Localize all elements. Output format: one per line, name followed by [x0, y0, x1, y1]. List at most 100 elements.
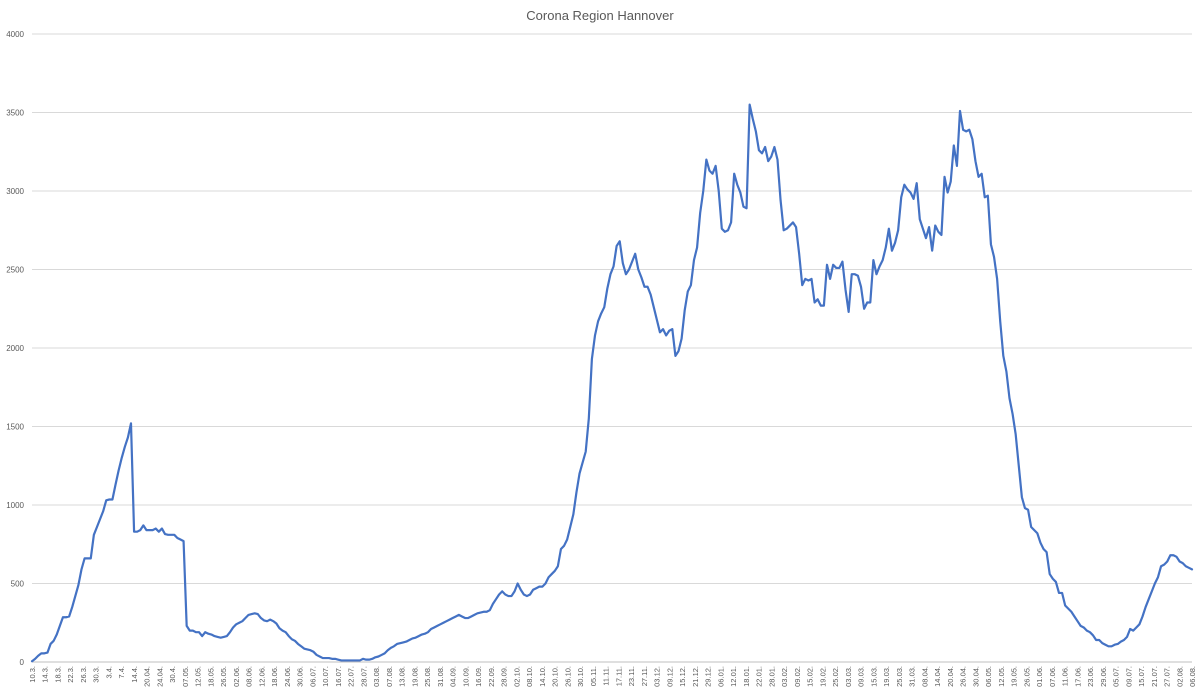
- x-tick-label: 26.3.: [79, 666, 88, 683]
- x-tick-label: 06.07.: [308, 666, 317, 687]
- x-tick-label: 18.05.: [206, 666, 215, 687]
- x-tick-label: 29.12.: [704, 666, 713, 687]
- y-tick-label: 2000: [6, 344, 24, 353]
- y-tick-label: 2500: [6, 266, 24, 275]
- chart-title: Corona Region Hannover: [526, 8, 674, 23]
- x-tick-label: 15.03.: [869, 666, 878, 687]
- x-tick-label: 06.01.: [716, 666, 725, 687]
- x-tick-label: 11.06.: [1061, 666, 1070, 686]
- y-tick-label: 500: [11, 580, 25, 589]
- x-tick-label: 23.06.: [1086, 666, 1095, 687]
- gridlines: [32, 33, 1192, 663]
- x-tick-label: 16.09.: [474, 666, 483, 687]
- x-tick-label: 03.08.: [372, 666, 381, 687]
- x-tick-label: 19.05.: [1010, 666, 1019, 687]
- x-tick-label: 30.3.: [92, 666, 101, 683]
- x-tick-label: 12.05.: [997, 666, 1006, 687]
- x-tick-label: 07.06.: [1048, 666, 1057, 687]
- x-tick-label: 07.05.: [181, 666, 190, 687]
- x-tick-label: 25.02.: [831, 666, 840, 687]
- x-tick-label: 25.08.: [423, 666, 432, 687]
- x-tick-label: 16.07.: [334, 666, 343, 687]
- x-tick-label: 05.07.: [1112, 666, 1121, 687]
- x-tick-label: 06.05.: [984, 666, 993, 687]
- x-tick-label: 20.04.: [143, 666, 152, 687]
- x-tick-label: 28.01.: [767, 666, 776, 687]
- y-tick-label: 3000: [6, 187, 24, 196]
- x-tick-label: 27.11.: [640, 666, 649, 686]
- x-tick-label: 07.08.: [385, 666, 394, 687]
- x-tick-label: 3.4.: [104, 666, 113, 679]
- x-tick-label: 10.07.: [321, 666, 330, 687]
- y-tick-label: 1500: [6, 423, 24, 432]
- x-tick-label: 08.06.: [245, 666, 254, 687]
- x-tick-label: 18.06.: [270, 666, 279, 687]
- x-tick-label: 13.08.: [398, 666, 407, 687]
- x-tick-label: 18.3.: [53, 666, 62, 683]
- x-tick-label: 03.03.: [844, 666, 853, 687]
- x-tick-label: 7.4.: [117, 666, 126, 679]
- x-tick-label: 05.11.: [589, 666, 598, 686]
- x-tick-label: 14.4.: [130, 666, 139, 683]
- x-tick-label: 23.11.: [627, 666, 636, 686]
- x-tick-label: 04.09.: [449, 666, 458, 687]
- x-tick-label: 09.12.: [665, 666, 674, 687]
- x-tick-label: 14.10.: [538, 666, 547, 687]
- x-tick-label: 31.03.: [908, 666, 917, 687]
- x-tick-label: 26.05.: [1022, 666, 1031, 687]
- x-tick-label: 12.01.: [729, 666, 738, 687]
- x-tick-label: 17.11.: [614, 666, 623, 686]
- x-tick-label: 11.11.: [602, 666, 611, 686]
- x-tick-label: 17.06.: [1073, 666, 1082, 687]
- y-axis-ticks: 0 500 1000 1500 2000 2500 3000 3500 4000: [6, 30, 24, 667]
- x-tick-label: 08.10.: [525, 666, 534, 687]
- y-tick-label: 4000: [6, 30, 24, 39]
- x-tick-label: 14.3.: [41, 666, 50, 683]
- x-tick-label: 01.06.: [1035, 666, 1044, 687]
- x-tick-label: 18.01.: [742, 666, 751, 687]
- x-tick-label: 20.04.: [946, 666, 955, 687]
- y-tick-label: 0: [20, 658, 25, 667]
- y-tick-label: 1000: [6, 501, 24, 510]
- x-tick-label: 02.10.: [512, 666, 521, 687]
- y-tick-label: 3500: [6, 109, 24, 118]
- x-tick-label: 15.07.: [1137, 666, 1146, 687]
- x-tick-label: 22.01.: [755, 666, 764, 687]
- x-tick-label: 21.12.: [691, 666, 700, 687]
- x-tick-label: 29.06.: [1099, 666, 1108, 687]
- x-tick-label: 10.3.: [28, 666, 37, 683]
- x-tick-label: 03.12.: [653, 666, 662, 687]
- x-tick-label: 19.08.: [410, 666, 419, 687]
- x-tick-label: 26.10.: [563, 666, 572, 687]
- x-tick-label: 26.04.: [959, 666, 968, 687]
- x-tick-label: 26.05.: [219, 666, 228, 687]
- x-tick-label: 10.09.: [461, 666, 470, 687]
- x-tick-label: 31.08.: [436, 666, 445, 687]
- x-tick-label: 02.08.: [1175, 666, 1184, 687]
- x-tick-label: 28.07.: [359, 666, 368, 687]
- x-tick-label: 25.03.: [895, 666, 904, 687]
- x-tick-label: 24.04.: [155, 666, 164, 687]
- x-tick-label: 02.06.: [232, 666, 241, 687]
- x-tick-label: 09.02.: [793, 666, 802, 687]
- x-tick-label: 15.02.: [806, 666, 815, 687]
- x-tick-label: 19.02.: [818, 666, 827, 687]
- x-tick-label: 09.03.: [857, 666, 866, 687]
- x-tick-label: 30.04.: [971, 666, 980, 687]
- x-tick-label: 08.04.: [920, 666, 929, 687]
- x-tick-label: 30.10.: [576, 666, 585, 687]
- x-tick-label: 14.04.: [933, 666, 942, 687]
- x-tick-label: 30.4.: [168, 666, 177, 683]
- x-tick-label: 22.09.: [487, 666, 496, 687]
- x-axis-ticks: 10.3. 14.3. 18.3. 22.3. 26.3. 30.3. 3.4. 7.4. 14…: [28, 666, 1197, 687]
- x-tick-label: 12.06.: [257, 666, 266, 687]
- x-tick-label: 21.07.: [1150, 666, 1159, 687]
- x-tick-label: 27.07.: [1163, 666, 1172, 687]
- x-tick-label: 15.12.: [678, 666, 687, 687]
- x-tick-label: 22.3.: [66, 666, 75, 683]
- x-tick-label: 20.10.: [551, 666, 560, 687]
- x-tick-label: 24.06.: [283, 666, 292, 687]
- x-tick-label: 03.02.: [780, 666, 789, 687]
